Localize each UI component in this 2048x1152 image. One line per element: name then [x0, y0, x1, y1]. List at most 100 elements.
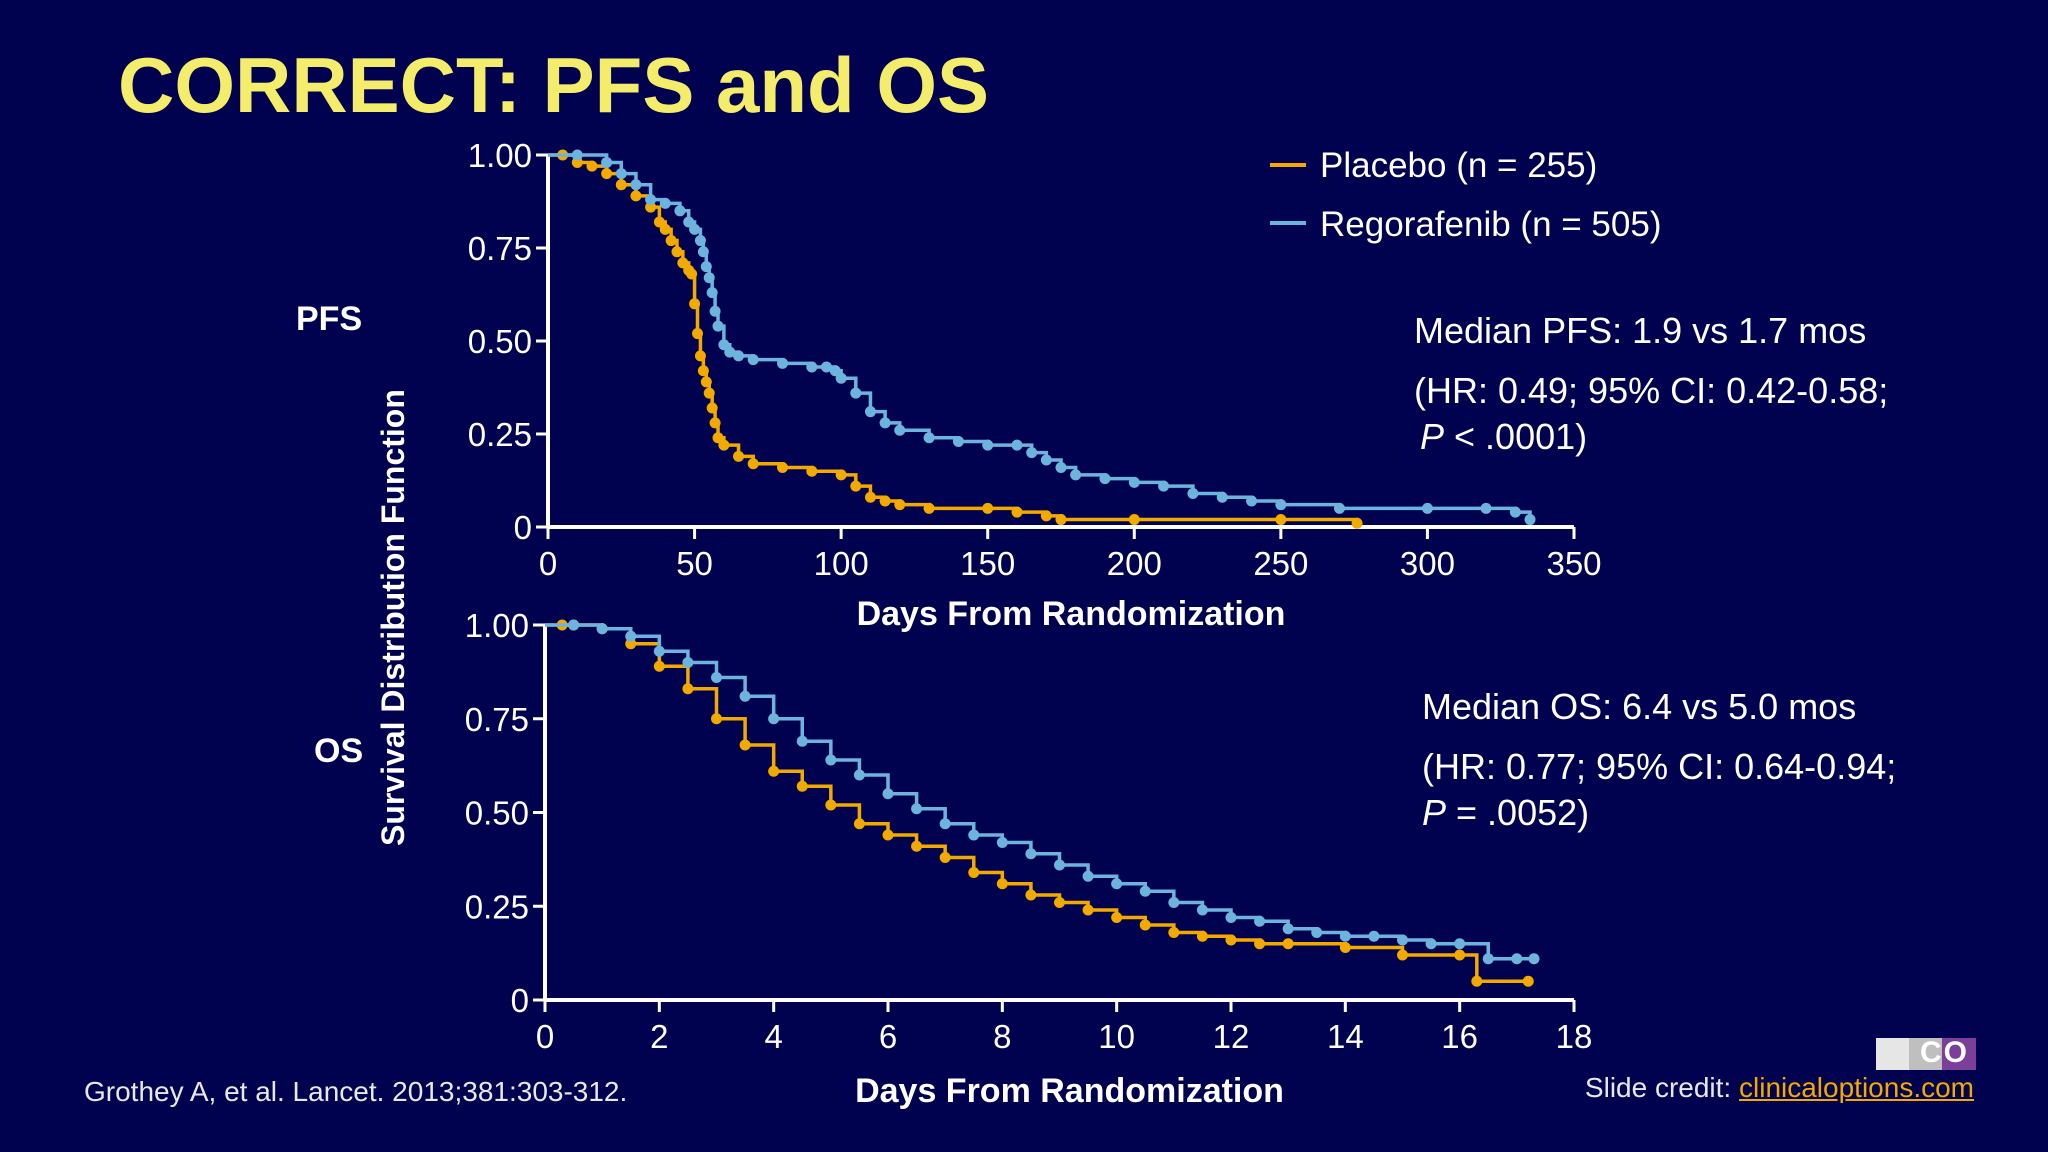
- os-median-text: Median OS: 6.4 vs 5.0 mos: [1422, 686, 1857, 727]
- pfs-placebo-point: [665, 235, 677, 247]
- os-regorafenib-point: [882, 788, 894, 800]
- os-x-tick-label: 6: [879, 1018, 897, 1055]
- pfs-regorafenib-point: [864, 406, 876, 418]
- pfs-regorafenib-point: [724, 346, 736, 358]
- slide-title: CORRECT: PFS and OS: [118, 41, 990, 129]
- pfs-regorafenib-point: [689, 223, 701, 235]
- pfs-regorafenib-point: [850, 387, 862, 399]
- credit-link[interactable]: clinicaloptions.com: [1739, 1072, 1974, 1103]
- os-regorafenib-point: [1425, 938, 1437, 950]
- os-placebo-point: [1054, 897, 1065, 908]
- os-regorafenib-point: [1111, 878, 1123, 890]
- pfs-regorafenib-point: [615, 168, 627, 180]
- pfs-placebo-point: [659, 223, 671, 235]
- pfs-placebo-point: [692, 328, 704, 340]
- pfs-regorafenib-point: [683, 216, 695, 228]
- pfs-series-placebo-line: [548, 153, 1359, 524]
- pfs-regorafenib-point: [1421, 502, 1433, 514]
- pfs-placebo-point: [586, 160, 598, 172]
- legend-placebo-label: Placebo (n = 255): [1320, 146, 1597, 185]
- os-placebo-point: [1225, 934, 1237, 946]
- pfs-placebo-point: [806, 465, 818, 477]
- pfs-x-tick-label: 50: [676, 545, 713, 582]
- os-regorafenib-point: [796, 735, 808, 747]
- pfs-regorafenib-point: [777, 357, 789, 369]
- os-placebo-point: [968, 867, 980, 878]
- pfs-regorafenib-point: [1216, 491, 1228, 503]
- os-regorafenib-point: [1139, 885, 1151, 897]
- pfs-y-tick-label: 0.25: [468, 416, 532, 453]
- pfs-regorafenib-point: [1026, 447, 1038, 459]
- pfs-regorafenib-point: [1011, 439, 1023, 451]
- pfs-placebo-point: [671, 246, 683, 258]
- os-x-tick-label: 18: [1556, 1018, 1593, 1055]
- pfs-regorafenib-point: [1128, 476, 1140, 488]
- pfs-regorafenib-point: [733, 350, 745, 362]
- pfs-placebo-point: [630, 190, 642, 202]
- pfs-regorafenib-point: [674, 205, 686, 217]
- os-placebo-point: [1168, 927, 1180, 938]
- pfs-x-axis-title: Days From Randomization: [857, 595, 1286, 633]
- pfs-regorafenib-point: [703, 272, 715, 284]
- pfs-placebo-point: [879, 495, 891, 507]
- pfs-placebo-point: [1011, 506, 1023, 518]
- legend: Placebo (n = 255) Regorafenib (n = 505): [1270, 146, 1661, 244]
- os-placebo-point: [853, 818, 865, 830]
- pfs-regorafenib-point: [1055, 461, 1067, 473]
- pfs-placebo-point: [686, 268, 698, 280]
- os-x-tick-label: 14: [1327, 1018, 1364, 1055]
- pfs-placebo-point: [689, 298, 701, 310]
- pfs-regorafenib-point: [700, 261, 712, 273]
- pfs-regorafenib-point: [1070, 469, 1082, 481]
- pfs-regorafenib-point: [1480, 502, 1492, 514]
- pfs-regorafenib-point: [1040, 454, 1052, 466]
- pfs-regorafenib-point: [820, 361, 832, 373]
- pfs-placebo-point: [1055, 514, 1067, 526]
- citation: Grothey A, et al. Lancet. 2013;381:303-3…: [84, 1076, 628, 1107]
- pfs-regorafenib-point: [1524, 514, 1536, 526]
- os-x-tick-label: 0: [536, 1018, 554, 1055]
- pfs-regorafenib-point: [706, 287, 718, 299]
- pfs-regorafenib-point: [630, 179, 642, 191]
- os-placebo-point: [1471, 975, 1483, 987]
- pfs-placebo-point: [923, 502, 935, 514]
- os-regorafenib-point: [653, 645, 665, 657]
- pfs-placebo-point: [718, 439, 730, 451]
- pfs-x-tick-label: 250: [1253, 545, 1308, 582]
- os-x-tick-label: 4: [764, 1018, 782, 1055]
- pfs-placebo-point: [653, 216, 665, 228]
- os-chart: 0 0.25 0.50 0.75 1.00 0 2 4 6 8 10 12 14 16 18 Days Fro…: [465, 607, 1593, 1110]
- pfs-placebo-point: [777, 461, 789, 473]
- os-regorafenib-point: [682, 657, 694, 668]
- pfs-regorafenib-point: [923, 432, 935, 444]
- pfs-y-tick-label: 0: [514, 509, 532, 546]
- pfs-x-tick-label: 0: [539, 545, 557, 582]
- pfs-y-tick-label: 1.00: [468, 137, 532, 174]
- os-x-tick-label: 2: [650, 1018, 668, 1055]
- os-y-tick-label: 0.25: [465, 888, 529, 925]
- pfs-p-letter: P: [1420, 416, 1445, 457]
- pfs-placebo-point: [709, 417, 721, 429]
- pfs-regorafenib-point: [712, 320, 724, 332]
- pfs-regorafenib-point: [601, 156, 613, 168]
- legend-regorafenib-label: Regorafenib (n = 505): [1320, 205, 1661, 244]
- pfs-placebo-point: [1040, 510, 1052, 522]
- os-regorafenib-point: [825, 754, 837, 766]
- os-p-text: P = .0052): [1422, 792, 1589, 834]
- os-regorafenib-point: [996, 837, 1008, 848]
- os-placebo-point: [768, 765, 780, 777]
- pfs-placebo-point: [697, 365, 709, 377]
- pfs-placebo-point: [1351, 517, 1363, 529]
- os-p-value: = .0052): [1446, 792, 1590, 833]
- os-series-placebo-line: [545, 623, 1529, 983]
- pfs-placebo-point: [1128, 514, 1140, 526]
- pfs-x-tick-label: 300: [1400, 545, 1455, 582]
- pfs-regorafenib-point: [1158, 480, 1170, 492]
- os-regorafenib-point: [853, 769, 865, 781]
- logo-text: CO: [1920, 1036, 1969, 1069]
- pfs-regorafenib-point: [571, 149, 583, 161]
- os-regorafenib-point: [739, 690, 751, 702]
- os-x-tick-label: 12: [1213, 1018, 1250, 1055]
- pfs-regorafenib-point: [879, 417, 891, 429]
- pfs-placebo-point: [747, 458, 759, 470]
